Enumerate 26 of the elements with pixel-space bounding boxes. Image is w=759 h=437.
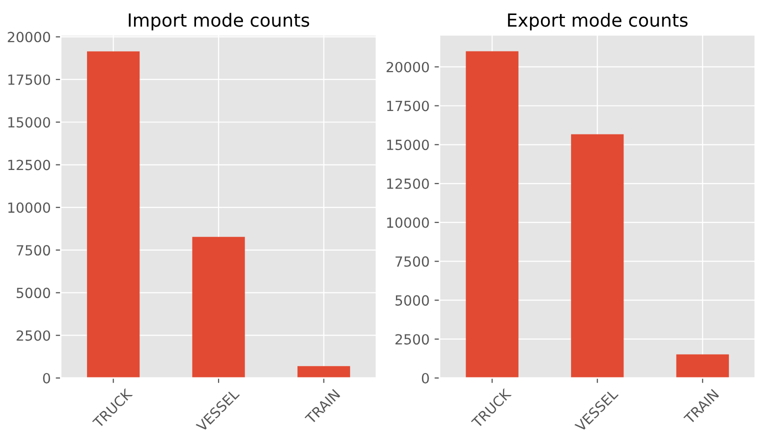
y-tick-label: 0	[43, 372, 50, 384]
y-tick-label: 5000	[16, 288, 50, 298]
y-tick-label: 10000	[387, 217, 429, 228]
y-tick-label: 10000	[8, 202, 50, 213]
bar	[571, 134, 624, 378]
y-tick-label: 5000	[396, 295, 429, 306]
y-tick-label: 17500	[8, 74, 50, 85]
bar	[466, 51, 518, 378]
y-tick-label: 2500	[395, 334, 429, 345]
y-tick-label: 12500	[387, 178, 429, 190]
chart-title: Import mode counts	[128, 12, 310, 30]
y-tick-label: 12500	[8, 160, 50, 170]
bar	[87, 51, 140, 378]
bar	[297, 366, 350, 378]
y-tick-label: 7500	[16, 245, 50, 256]
y-tick-label: 15000	[8, 117, 50, 128]
y-tick-label: 0	[422, 372, 429, 384]
bar	[192, 236, 245, 378]
y-tick-label: 20000	[8, 32, 50, 42]
y-tick-label: 20000	[386, 62, 429, 72]
chart-title: Export mode counts	[508, 12, 688, 30]
y-tick-label: 15000	[387, 140, 429, 150]
y-tick-label: 17500	[387, 100, 429, 112]
bar	[676, 354, 729, 378]
y-tick-label: 7500	[396, 256, 429, 267]
y-tick-label: 2500	[16, 330, 50, 341]
